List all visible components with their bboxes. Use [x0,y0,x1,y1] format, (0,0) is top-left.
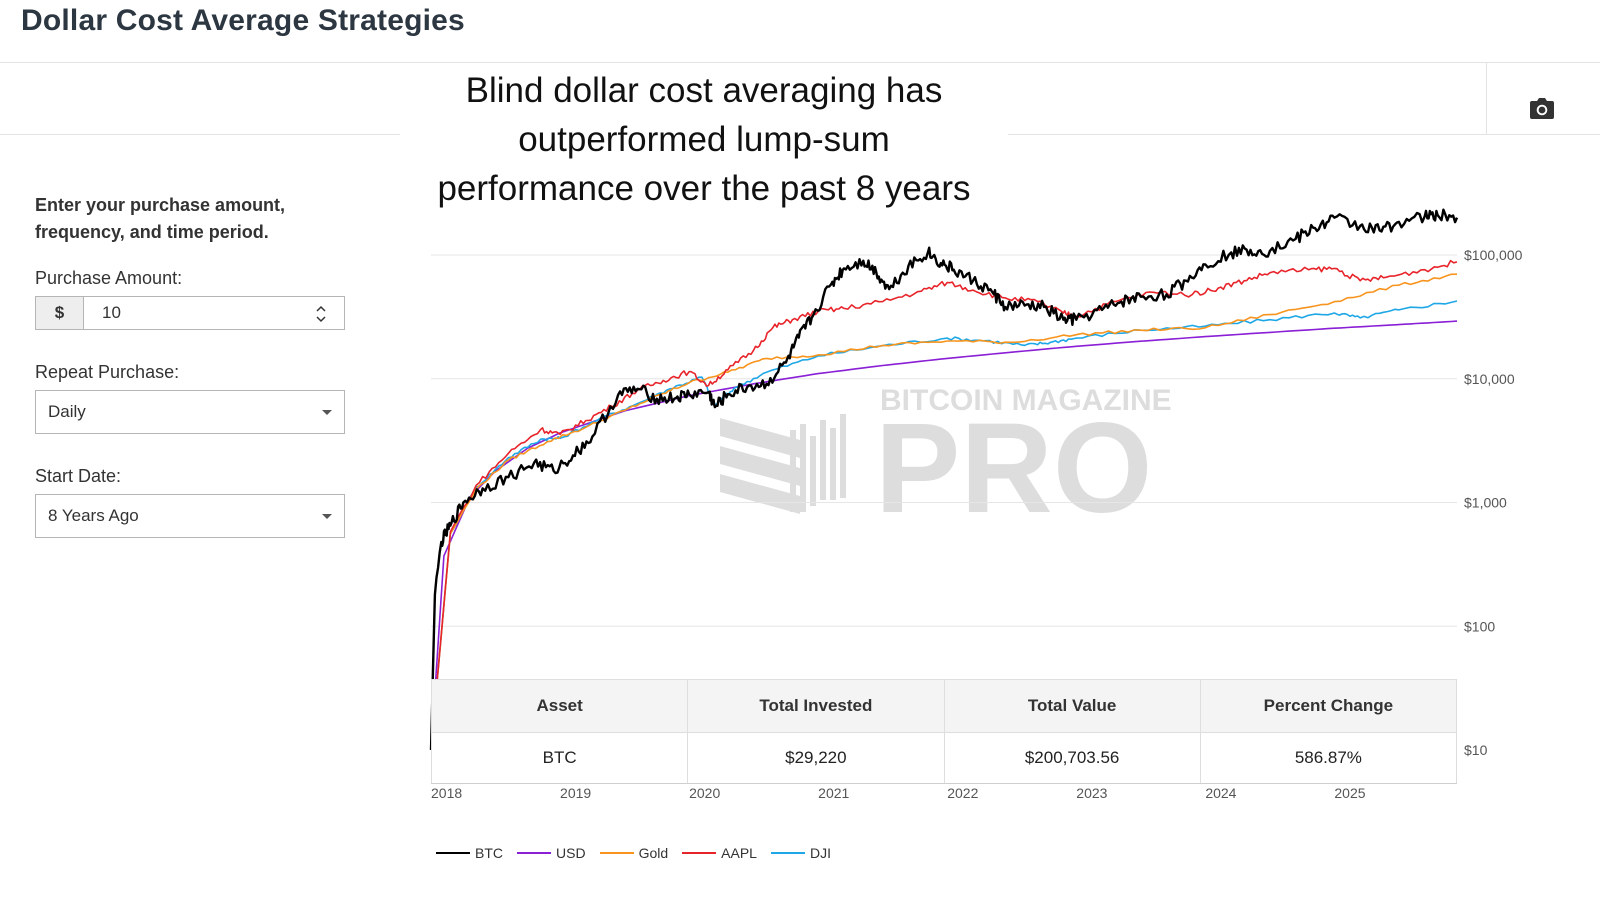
y-tick-label: $100 [1464,618,1495,634]
x-tick-label: 2020 [689,785,720,801]
legend-item-aapl[interactable]: AAPL [682,845,757,861]
x-tick-label: 2023 [1076,785,1107,801]
x-tick-label: 2018 [431,785,462,801]
repeat-purchase-value: Daily [48,402,86,421]
y-tick-label: $10,000 [1464,371,1515,387]
y-axis-labels: $100,000 $10,000 $1,000 $100 $10 [1464,247,1523,758]
gridlines [431,254,1457,627]
start-date-label: Start Date: [35,466,122,486]
legend-label: BTC [475,845,503,861]
x-tick-label: 2024 [1205,785,1236,801]
cell-total-invested: $29,220 [687,732,945,784]
repeat-purchase-select[interactable]: Daily [35,390,345,434]
number-spinner-icon[interactable] [316,305,326,323]
legend-swatch [770,852,805,854]
legend-label: AAPL [721,845,757,861]
purchase-amount-field: $ [35,296,345,330]
series-layer [429,208,1459,751]
table-row: BTC $29,220 $200,703.56 586.87% [430,732,1458,784]
series-line-usd [430,320,1458,751]
purchase-amount-label: Purchase Amount: [35,268,183,288]
headline-line-2: outperformed lump-sum [518,120,890,159]
y-tick-label: $100,000 [1464,247,1523,263]
start-date-select[interactable]: 8 Years Ago [35,494,345,538]
headline-line-1: Blind dollar cost averaging has [465,71,943,110]
form-intro: Enter your purchase amount, frequency, a… [35,195,286,242]
x-axis-labels: 2018 2019 2020 2021 2022 2023 2024 2025 [431,785,1366,801]
watermark-logo-icon [720,414,846,514]
purchase-amount-input[interactable] [84,297,344,329]
watermark-small-text: BITCOIN MAGAZINE [880,384,1172,417]
table-header-row: Asset Total Invested Total Value Percent… [430,679,1458,733]
series-line-aapl [430,259,1458,751]
chart-headline: Blind dollar cost averaging has outperfo… [400,66,1008,213]
x-tick-label: 2025 [1334,785,1365,801]
legend-swatch [682,852,717,854]
watermark-big-text: PRO [875,397,1152,540]
header-divider [0,62,1600,63]
legend-label: USD [556,845,586,861]
x-tick-label: 2022 [947,785,978,801]
cell-asset: BTC [430,732,689,784]
start-date-value: 8 Years Ago [48,506,139,525]
repeat-purchase-label: Repeat Purchase: [35,362,180,382]
cell-total-value: $200,703.56 [943,732,1201,784]
results-table: Asset Total Invested Total Value Percent… [430,679,1458,784]
page-title: Dollar Cost Average Strategies [21,4,465,37]
legend-swatch [599,852,634,854]
legend-item-usd[interactable]: USD [517,845,586,861]
legend-swatch [517,852,551,854]
legend-item-btc[interactable]: BTC [436,845,503,861]
cell-percent-change: 586.87% [1199,732,1458,784]
y-tick-label: $1,000 [1464,495,1507,511]
headline-line-3: performance over the past 8 years [437,169,971,208]
settings-panel: Enter your purchase amount, frequency, a… [35,192,345,246]
legend-label: Gold [638,845,669,861]
series-line-btc [429,208,1459,751]
x-tick-label: 2019 [560,785,591,801]
column-header-percent-change[interactable]: Percent Change [1199,679,1458,733]
legend-item-gold[interactable]: Gold [599,845,669,861]
y-tick-label: $10 [1464,742,1488,758]
legend-swatch [436,852,470,854]
chevron-down-icon [322,410,332,415]
column-header-total-invested[interactable]: Total Invested [687,679,945,733]
chart-legend: BTC USD Gold AAPL DJI [436,845,831,861]
toolbar-separator [1486,63,1487,134]
watermark: BITCOIN MAGAZINE PRO [720,384,1172,540]
camera-icon[interactable] [1529,97,1555,121]
legend-item-dji[interactable]: DJI [770,845,831,861]
legend-label: DJI [809,845,831,861]
column-header-asset[interactable]: Asset [430,679,689,733]
series-line-gold [430,273,1458,751]
chevron-down-icon [322,514,332,519]
column-header-total-value[interactable]: Total Value [943,679,1201,733]
x-tick-label: 2021 [818,785,849,801]
currency-prefix: $ [36,297,84,329]
